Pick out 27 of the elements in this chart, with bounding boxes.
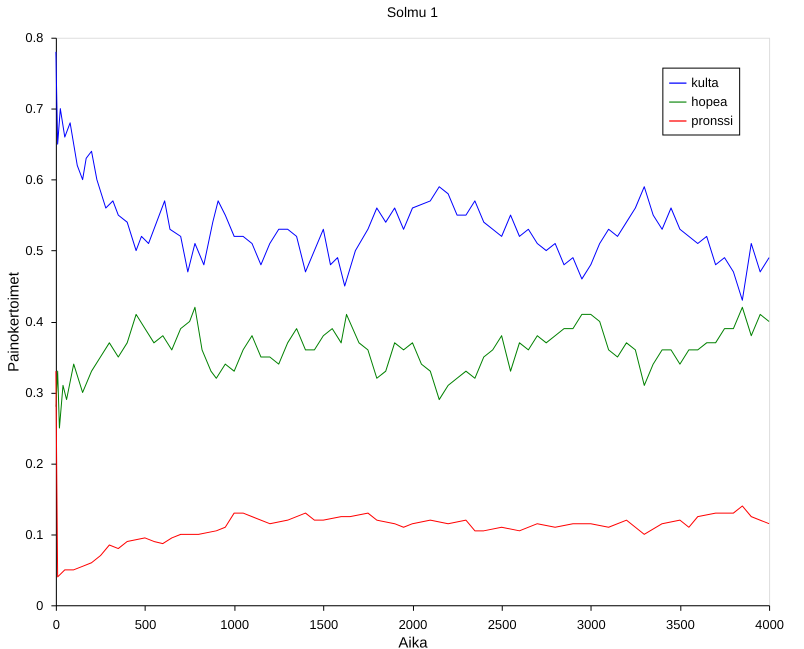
- chart-title: Solmu 1: [386, 4, 438, 20]
- x-tick-label: 1000: [220, 616, 250, 632]
- y-tick-label: 0.5: [25, 243, 44, 258]
- legend-label: kulta: [691, 75, 720, 90]
- x-tick-label: 3000: [576, 616, 606, 632]
- line-series: [55, 51, 770, 301]
- legend-label: pronssi: [691, 113, 734, 128]
- x-tick-label: 4000: [755, 616, 784, 632]
- x-tick-label: 3500: [666, 616, 695, 632]
- y-tick-label: 0: [36, 598, 44, 613]
- line-series: [55, 306, 770, 428]
- y-axis-title: Painokertoimet: [5, 271, 22, 372]
- x-tick-label: 500: [134, 616, 156, 632]
- line-series: [55, 370, 770, 578]
- y-tick-label: 0.3: [25, 384, 44, 400]
- y-tick-label: 0.7: [25, 101, 44, 116]
- x-tick-label: 1500: [309, 616, 338, 632]
- y-tick-label: 0.4: [25, 314, 44, 330]
- y-tick-label: 0.2: [25, 456, 44, 471]
- x-tick-label: 2000: [398, 616, 428, 632]
- x-tick-label: 2500: [488, 616, 517, 632]
- x-tick-label: 0: [52, 616, 60, 632]
- y-tick-label: 0.6: [25, 172, 44, 188]
- legend-label: hopea: [691, 94, 728, 110]
- y-tick-label: 0.8: [25, 30, 44, 46]
- x-axis-title: Aika: [398, 634, 428, 649]
- y-tick-label: 0.1: [25, 526, 44, 542]
